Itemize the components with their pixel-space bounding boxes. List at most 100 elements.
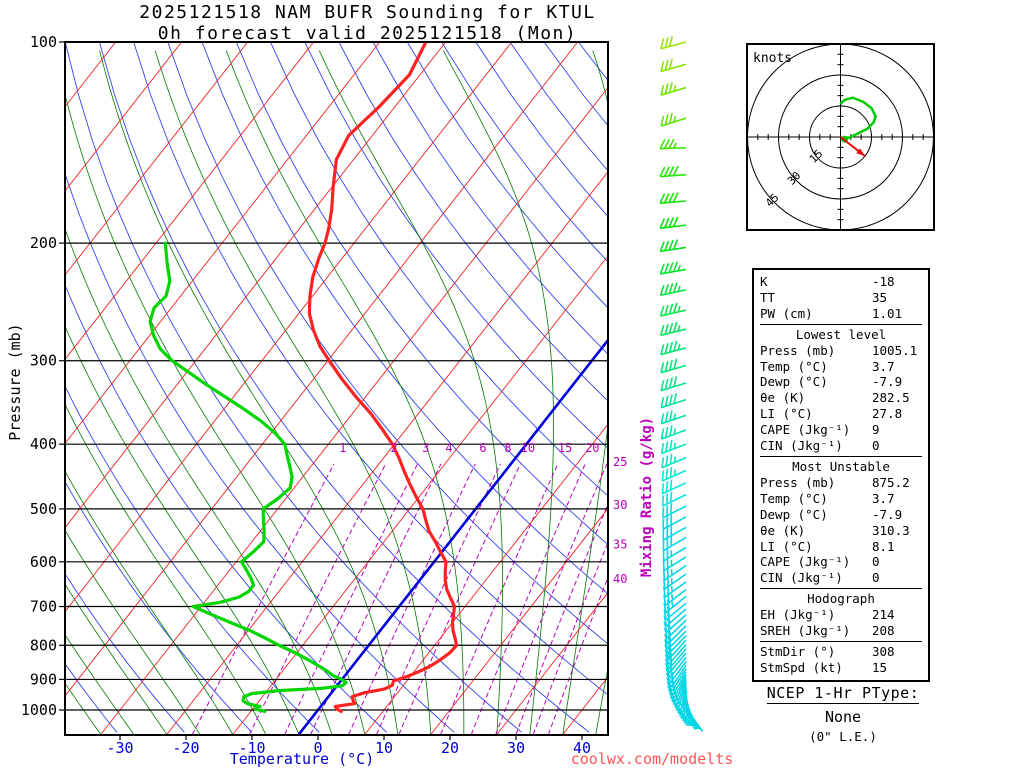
plot-border — [64, 41, 609, 736]
line-shape — [671, 668, 687, 692]
line-shape — [660, 325, 665, 336]
temperature-axis-label: Temperature (°C) — [229, 750, 375, 768]
line-shape — [660, 61, 665, 72]
line-shape — [660, 38, 665, 49]
line-shape — [673, 428, 677, 435]
line-shape — [664, 662, 671, 674]
stat-value: -18 — [872, 274, 895, 289]
line-shape — [668, 341, 674, 353]
line-shape — [668, 692, 677, 702]
line-shape — [664, 263, 670, 274]
stat-value: 0 — [872, 570, 880, 586]
line-shape — [668, 138, 675, 149]
temperature-tick-label: -20 — [172, 739, 199, 757]
line-shape — [668, 639, 687, 660]
line-shape — [664, 644, 669, 655]
line-shape — [670, 593, 674, 601]
isotherm-line — [65, 42, 513, 613]
wind-barb — [659, 165, 687, 178]
stat-row: TT 35 — [760, 290, 922, 306]
line-shape — [664, 573, 687, 590]
line-shape — [660, 115, 665, 127]
mixing-ratio-label-right: 30 — [613, 498, 627, 512]
wind-barb — [664, 648, 687, 670]
line-shape — [666, 614, 687, 633]
line-shape — [672, 671, 687, 696]
line-shape — [663, 166, 670, 177]
line-shape — [668, 648, 687, 670]
ptype-heading: NCEP 1-Hr PType: — [747, 684, 939, 704]
stat-value: 9 — [872, 422, 880, 438]
dry-adiabat-line — [201, 42, 608, 595]
line-shape — [673, 469, 677, 476]
line-shape — [666, 619, 687, 639]
stat-row: PW (cm) 1.01 — [760, 306, 922, 322]
stat-label: CIN (Jkg⁻¹) — [760, 438, 843, 454]
pressure-tick-label: 700 — [30, 598, 57, 616]
moist-adiabat-line — [154, 50, 432, 735]
stat-label: TT — [760, 289, 776, 305]
stat-row: LI (°C) 8.1 — [760, 539, 922, 555]
wind-barb — [662, 546, 687, 562]
hodograph-units-label: knots — [753, 51, 792, 66]
line-shape — [662, 493, 687, 507]
line-shape — [668, 239, 674, 251]
isotherm-line — [496, 591, 608, 735]
line-shape — [668, 217, 674, 228]
line-shape — [669, 410, 673, 421]
dry-adiabat-line — [270, 42, 608, 497]
dry-adiabat-line — [65, 480, 253, 733]
line-shape — [665, 595, 687, 614]
stat-label: PW (cm) — [760, 305, 813, 321]
moist-adiabat-line — [65, 682, 102, 735]
dry-adiabat-line — [65, 662, 118, 733]
stats-separator — [760, 323, 922, 325]
wind-barb — [662, 556, 687, 572]
stat-value: 308 — [872, 643, 895, 659]
line-shape — [668, 262, 674, 273]
dewpoint-curve — [148, 241, 348, 714]
pressure-tick-label: 400 — [30, 435, 57, 453]
line-shape — [673, 674, 687, 699]
stat-row: CAPE (Jkg⁻¹) 9 — [760, 422, 922, 438]
stat-value: 3.7 — [872, 358, 895, 374]
line-shape — [668, 192, 675, 203]
line-shape — [661, 457, 665, 468]
mixing-ratio-axis-label: Mixing Ratio (g/kg) — [639, 416, 655, 578]
mixing-ratio-line — [376, 463, 501, 735]
line-shape — [677, 264, 681, 272]
line-shape — [663, 556, 687, 572]
line-shape — [663, 602, 667, 613]
wind-barb — [660, 393, 687, 409]
line-shape — [665, 441, 669, 453]
mixing-ratio-label: 6 — [479, 441, 486, 455]
line-shape — [659, 241, 665, 252]
line-shape — [680, 716, 691, 722]
wind-barb — [663, 588, 687, 607]
chart-title-line1: 2025121518 NAM BUFR Sounding for KTUL — [139, 2, 596, 23]
line-shape — [677, 711, 688, 718]
mixing-ratio-label-right: 40 — [613, 572, 627, 586]
wind-barb — [660, 36, 687, 50]
line-shape — [683, 721, 695, 726]
line-shape — [660, 200, 687, 205]
line-shape — [669, 491, 673, 503]
line-shape — [666, 677, 673, 688]
stat-value: 0 — [872, 554, 880, 570]
dry-adiabat-line — [65, 283, 388, 733]
stat-value: 310.3 — [872, 522, 910, 538]
line-shape — [665, 608, 687, 627]
line-shape — [664, 581, 687, 598]
dry-adiabat-line — [65, 572, 185, 733]
line-shape — [673, 321, 678, 333]
wind-barb — [662, 514, 687, 530]
line-shape — [660, 268, 687, 275]
line-shape — [668, 283, 674, 294]
stat-row: Dewp (°C) -7.9 — [760, 374, 922, 390]
wind-barb — [663, 595, 687, 614]
line-shape — [667, 625, 687, 645]
line-shape — [666, 599, 671, 611]
temperature-tick-label: -30 — [106, 739, 133, 757]
pressure-tick-label: 500 — [30, 500, 57, 518]
line-shape — [660, 246, 687, 253]
